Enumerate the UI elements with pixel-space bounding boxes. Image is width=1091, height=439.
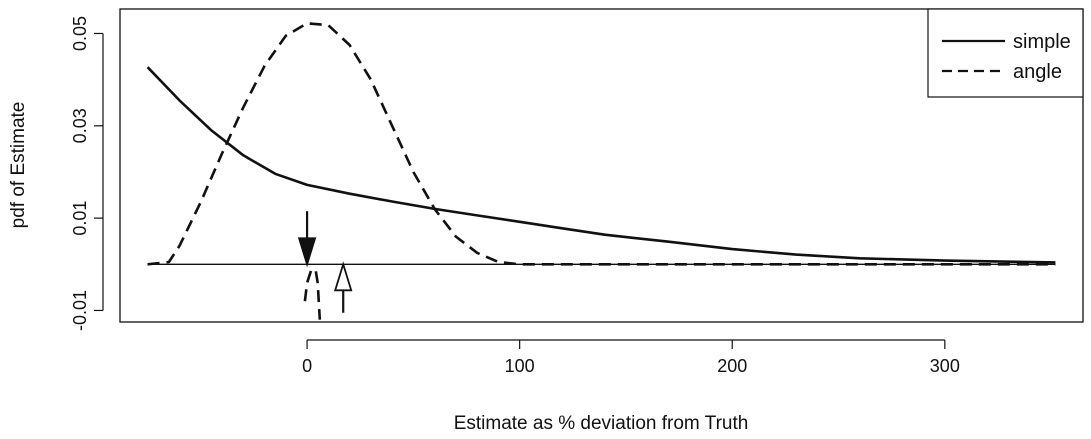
x-tick-label: 200 <box>717 356 747 376</box>
legend-box <box>927 8 1084 98</box>
series-line-segment-2 <box>303 268 322 320</box>
legend: simple angle <box>927 8 1084 98</box>
legend-label-angle: angle <box>1013 61 1062 83</box>
arrow-head-2 <box>333 261 353 292</box>
x-tick-label: 0 <box>302 356 312 376</box>
x-tick-label: 300 <box>930 356 960 376</box>
x-axis: 0 100 200 300 <box>302 339 960 376</box>
y-tick-label: 0.01 <box>70 201 90 236</box>
plot-frame <box>119 8 1084 323</box>
y-tick-label: -0.01 <box>70 290 90 331</box>
legend-label-simple: simple <box>1013 31 1071 53</box>
series-line-angle <box>147 22 1056 266</box>
x-axis-title: Estimate as % deviation from Truth <box>454 413 749 434</box>
y-axis-title: pdf of Estimate <box>8 102 29 229</box>
series-line-simple <box>146 66 1056 264</box>
y-axis: -0.01 0.01 0.03 0.05 <box>70 16 104 331</box>
y-tick-label: 0.05 <box>70 16 90 51</box>
plot-area <box>146 22 1056 320</box>
y-tick-label: 0.03 <box>70 108 90 143</box>
x-tick-label: 100 <box>505 356 535 376</box>
annotations <box>297 211 353 313</box>
arrow-head-1 <box>297 237 317 268</box>
